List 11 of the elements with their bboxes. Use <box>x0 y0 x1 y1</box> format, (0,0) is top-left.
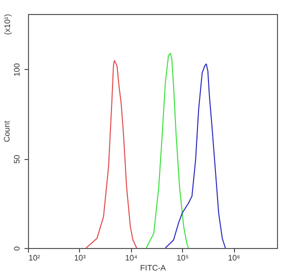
x-tick-label: 10⁶ <box>228 254 240 262</box>
y-tick-label: 100 <box>12 62 22 77</box>
text: (x10¹) <box>3 14 12 35</box>
x-tick-label: 10² <box>28 254 40 262</box>
x-axis-title: FITC-A <box>140 264 167 272</box>
y-tick-label: 0 <box>12 246 22 251</box>
y-tick-label: 50 <box>12 154 22 164</box>
y-axis-title: Count <box>2 120 12 142</box>
x-tick-label: 10⁴ <box>125 254 138 262</box>
x-tick-label: 10³ <box>74 254 86 262</box>
x-tick-label: 10⁵ <box>176 254 189 262</box>
